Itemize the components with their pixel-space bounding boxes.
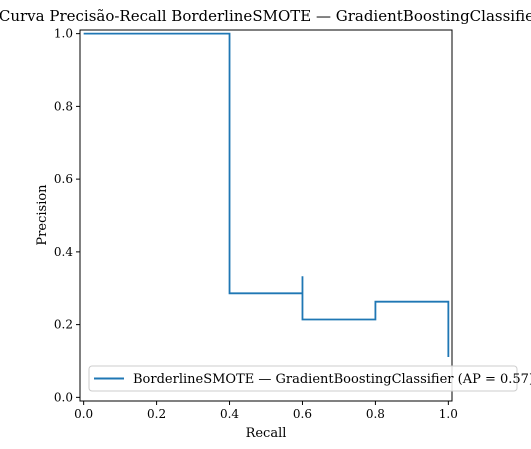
- x-tick-label: 0.2: [147, 407, 166, 421]
- x-tick-label: 0.8: [366, 407, 385, 421]
- chart-title: Curva Precisão-Recall BorderlineSMOTE — …: [0, 7, 531, 25]
- x-tick-label: 0.0: [74, 407, 93, 421]
- pr-curve-line: [83, 32, 450, 357]
- legend-box: [88, 365, 518, 392]
- y-tick-label: 0.2: [54, 318, 73, 332]
- y-tick-label: 0.6: [54, 172, 73, 186]
- x-tick-label: 0.4: [220, 407, 239, 421]
- y-tick-label: 0.4: [54, 245, 73, 259]
- y-axis-label: Precision: [35, 184, 50, 246]
- x-tick-label: 0.6: [293, 407, 312, 421]
- series-layer: [83, 32, 450, 357]
- y-tick-label: 0.8: [54, 99, 73, 113]
- x-axis: 0.0 0.2 0.4 0.6 0.8 1.0: [74, 401, 458, 421]
- y-tick-label: 1.0: [54, 27, 73, 41]
- plot-frame: [79, 29, 453, 402]
- legend-label: BorderlineSMOTE — GradientBoostingClassi…: [133, 372, 531, 387]
- legend: BorderlineSMOTE — GradientBoostingClassi…: [88, 365, 531, 392]
- x-axis-label: Recall: [246, 426, 287, 441]
- y-axis: 0.0 0.2 0.4 0.6 0.8 1.0: [54, 27, 80, 404]
- plot-area: 0.0 0.2 0.4 0.6 0.8 1.0 0.0 0.2 0.4 0.6 0.8 1.0: [54, 27, 458, 421]
- y-tick-label: 0.0: [54, 390, 73, 404]
- x-tick-label: 1.0: [439, 407, 458, 421]
